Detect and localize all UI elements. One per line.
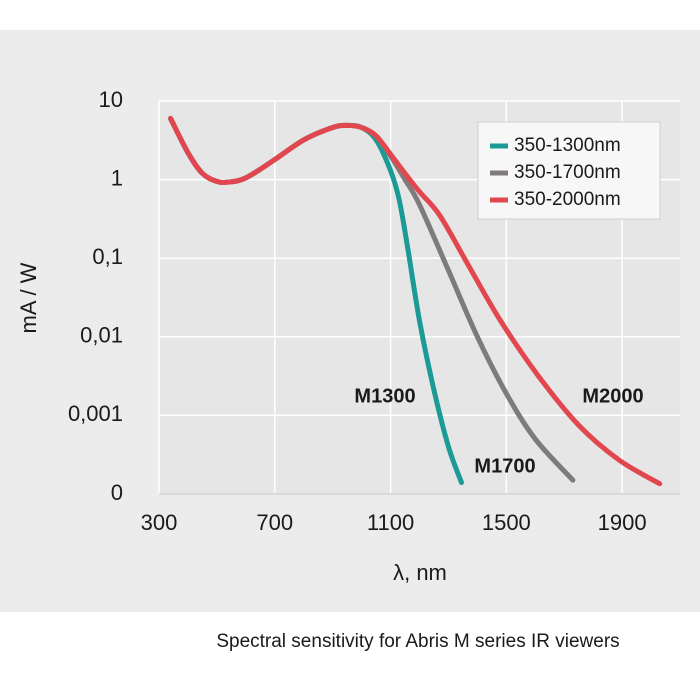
x-tick-label: 700 <box>256 510 293 535</box>
x-tick-label: 1500 <box>482 510 531 535</box>
y-tick-label: 0,01 <box>80 323 123 348</box>
y-tick-label: 1 <box>111 165 123 190</box>
x-tick-label: 300 <box>141 510 178 535</box>
x-axis-label: λ, nm <box>393 560 447 585</box>
y-tick-label: 0,1 <box>92 244 123 269</box>
caption: Spectral sensitivity for Abris M series … <box>216 631 619 652</box>
legend-label: 350-2000nm <box>514 189 621 210</box>
y-axis-label: mA / W <box>16 262 41 333</box>
curve-label: M1700 <box>474 455 535 477</box>
legend-label: 350-1300nm <box>514 135 621 156</box>
x-tick-label: 1100 <box>367 510 414 535</box>
curve-label: M1300 <box>354 385 415 407</box>
y-tick-label: 0 <box>111 480 123 505</box>
y-tick-label: 0,001 <box>68 401 123 426</box>
legend-box <box>477 121 661 220</box>
y-tick-label: 10 <box>99 87 123 112</box>
legend-label: 350-1700nm <box>514 162 621 183</box>
series-line <box>168 115 663 487</box>
curve-label: M2000 <box>582 385 643 407</box>
x-tick-label: 1900 <box>598 510 647 535</box>
